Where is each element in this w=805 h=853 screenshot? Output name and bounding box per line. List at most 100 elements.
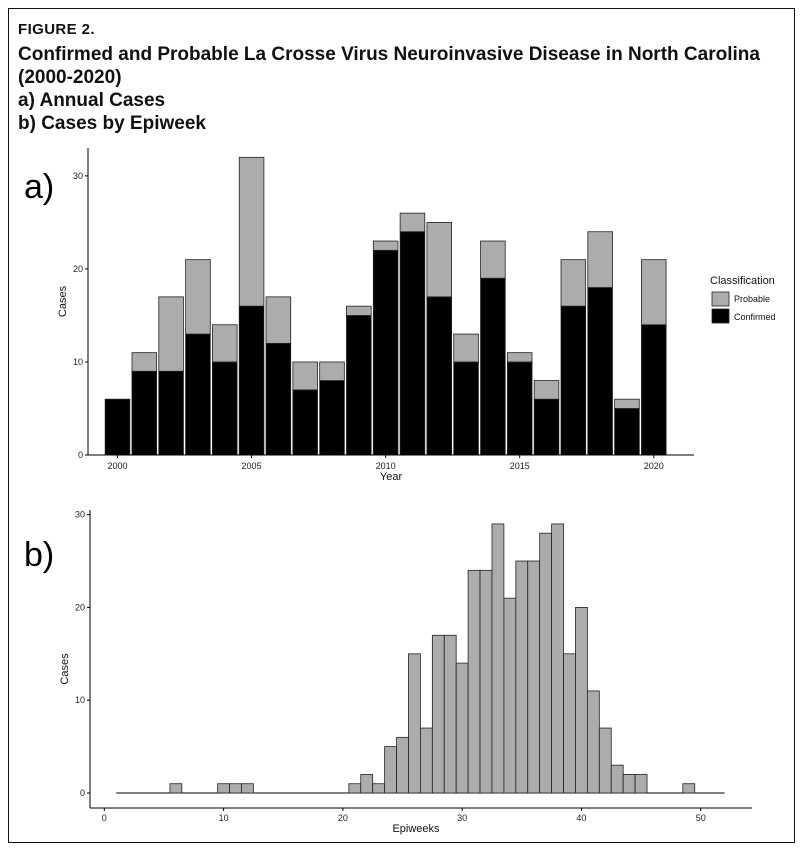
bar-confirmed-2007 <box>292 389 318 456</box>
bar-probable-2002 <box>158 296 184 372</box>
epiweek-x-tick-label-30: 30 <box>457 813 467 823</box>
bar-confirmed-2020 <box>641 324 667 456</box>
legend: Classification Probable Confirmed <box>710 275 776 324</box>
bar-probable-2013 <box>453 333 479 363</box>
bar-probable-2004 <box>212 324 238 363</box>
epiweek-x-axis-title: Epiweeks <box>392 823 440 835</box>
bar-confirmed-2015 <box>506 361 533 456</box>
bar-epiweek-36 <box>527 560 541 794</box>
bar-epiweek-22 <box>360 774 374 794</box>
epiweek-y-tick-label-0: 0 <box>80 788 85 798</box>
bar-probable-2016 <box>533 380 560 400</box>
bar-epiweek-39 <box>563 653 576 794</box>
legend-label-confirmed: Confirmed <box>734 312 776 322</box>
chart-annual-cases: a) 0 10 20 30 2000 2005 2010 2015 2020 Year Case… <box>24 148 776 483</box>
bar-probable-2020 <box>641 259 667 326</box>
bar-confirmed-2003 <box>185 333 211 456</box>
chart-epiweek-cases: b) 0 10 20 30 0 10 20 30 40 50 Epiweeks Cases <box>24 510 752 835</box>
bar-confirmed-2014 <box>480 277 506 456</box>
bar-epiweek-32 <box>479 569 493 794</box>
bar-probable-2011 <box>399 212 426 233</box>
bar-epiweek-11 <box>229 783 242 794</box>
bar-epiweek-28 <box>431 634 445 794</box>
epiweek-x-tick-label-50: 50 <box>696 813 706 823</box>
bar-probable-2005 <box>238 156 265 307</box>
figure-title-line-2: (2000-2020) <box>18 67 122 88</box>
annual-x-axis-title: Year <box>380 471 403 483</box>
bar-epiweek-43 <box>610 764 624 794</box>
annual-y-tick-label-20: 20 <box>73 264 83 274</box>
bar-epiweek-25 <box>396 736 409 794</box>
bar-probable-2001 <box>131 352 158 372</box>
bar-probable-2003 <box>185 259 211 335</box>
panel-label-a: a) <box>24 168 54 206</box>
bar-epiweek-12 <box>241 783 254 794</box>
bar-probable-2009 <box>346 305 372 316</box>
bar-epiweek-21 <box>348 783 362 794</box>
bar-confirmed-2002 <box>158 370 184 456</box>
bar-probable-2006 <box>265 296 292 344</box>
epiweek-bars <box>116 523 725 794</box>
bar-epiweek-35 <box>515 560 529 794</box>
bar-epiweek-23 <box>372 783 386 794</box>
bar-probable-2014 <box>480 240 506 279</box>
bar-epiweek-29 <box>443 634 457 794</box>
bar-probable-2017 <box>560 259 587 307</box>
figure-header: FIGURE 2. Confirmed and Probable La Cros… <box>18 20 778 135</box>
bar-epiweek-30 <box>455 662 469 794</box>
annual-y-axis-title: Cases <box>57 285 69 317</box>
bar-epiweek-33 <box>491 523 505 794</box>
bar-epiweek-45 <box>634 774 648 794</box>
epiweek-y-tick-label-30: 30 <box>75 510 85 520</box>
epiweek-y-axis-title: Cases <box>59 653 71 685</box>
bar-epiweek-44 <box>622 774 636 794</box>
figure-subtitle-b: b) Cases by Epiweek <box>18 113 206 134</box>
annual-x-tick-label-2015: 2015 <box>510 461 530 471</box>
annual-x-tick-label-2000: 2000 <box>107 461 127 471</box>
bar-confirmed-2004 <box>212 361 238 456</box>
bar-epiweek-10 <box>217 783 230 794</box>
annual-axes: 0 10 20 30 2000 2005 2010 2015 2020 <box>73 148 694 471</box>
bar-epiweek-34 <box>503 597 517 794</box>
annual-y-tick-label-30: 30 <box>73 171 83 181</box>
bar-confirmed-2017 <box>560 305 587 456</box>
epiweek-x-tick-label-40: 40 <box>576 813 586 823</box>
bar-confirmed-2010 <box>372 249 399 456</box>
figure-label: FIGURE 2. <box>18 21 95 38</box>
bar-confirmed-2009 <box>346 315 372 456</box>
legend-swatch-confirmed <box>711 308 730 324</box>
figure-title-line-1: Confirmed and Probable La Crosse Virus N… <box>18 44 760 65</box>
bar-confirmed-2006 <box>265 342 292 456</box>
bar-epiweek-27 <box>420 727 433 794</box>
epiweek-axes: 0 10 20 30 0 10 20 30 40 50 <box>75 510 752 823</box>
annual-y-tick-label-0: 0 <box>78 450 83 460</box>
bar-epiweek-6 <box>169 783 183 794</box>
panel-label-b: b) <box>24 536 54 574</box>
epiweek-x-tick-label-20: 20 <box>338 813 348 823</box>
bar-epiweek-31 <box>467 569 481 794</box>
bar-probable-2018 <box>587 231 613 288</box>
bar-confirmed-2005 <box>238 305 265 456</box>
annual-y-tick-label-10: 10 <box>73 357 83 367</box>
bar-epiweek-24 <box>384 746 397 794</box>
annual-x-tick-label-2005: 2005 <box>242 461 262 471</box>
bar-probable-2010 <box>372 240 399 251</box>
bar-epiweek-42 <box>598 727 612 794</box>
annual-bars <box>104 156 667 456</box>
bar-confirmed-2011 <box>399 231 426 456</box>
bar-epiweek-49 <box>682 783 696 794</box>
bar-confirmed-2000 <box>104 398 131 456</box>
bar-confirmed-2008 <box>319 380 345 456</box>
bar-confirmed-2012 <box>426 296 452 456</box>
epiweek-y-tick-label-10: 10 <box>75 695 85 705</box>
bar-confirmed-2018 <box>587 287 613 456</box>
bar-epiweek-41 <box>586 690 600 794</box>
bar-epiweek-38 <box>551 523 564 794</box>
epiweek-x-tick-label-10: 10 <box>219 813 229 823</box>
bar-probable-2012 <box>426 222 452 298</box>
figure-subtitle-a: a) Annual Cases <box>18 90 166 111</box>
epiweek-x-tick-label-0: 0 <box>102 813 107 823</box>
bar-probable-2007 <box>292 361 318 391</box>
bar-confirmed-2019 <box>614 408 640 456</box>
